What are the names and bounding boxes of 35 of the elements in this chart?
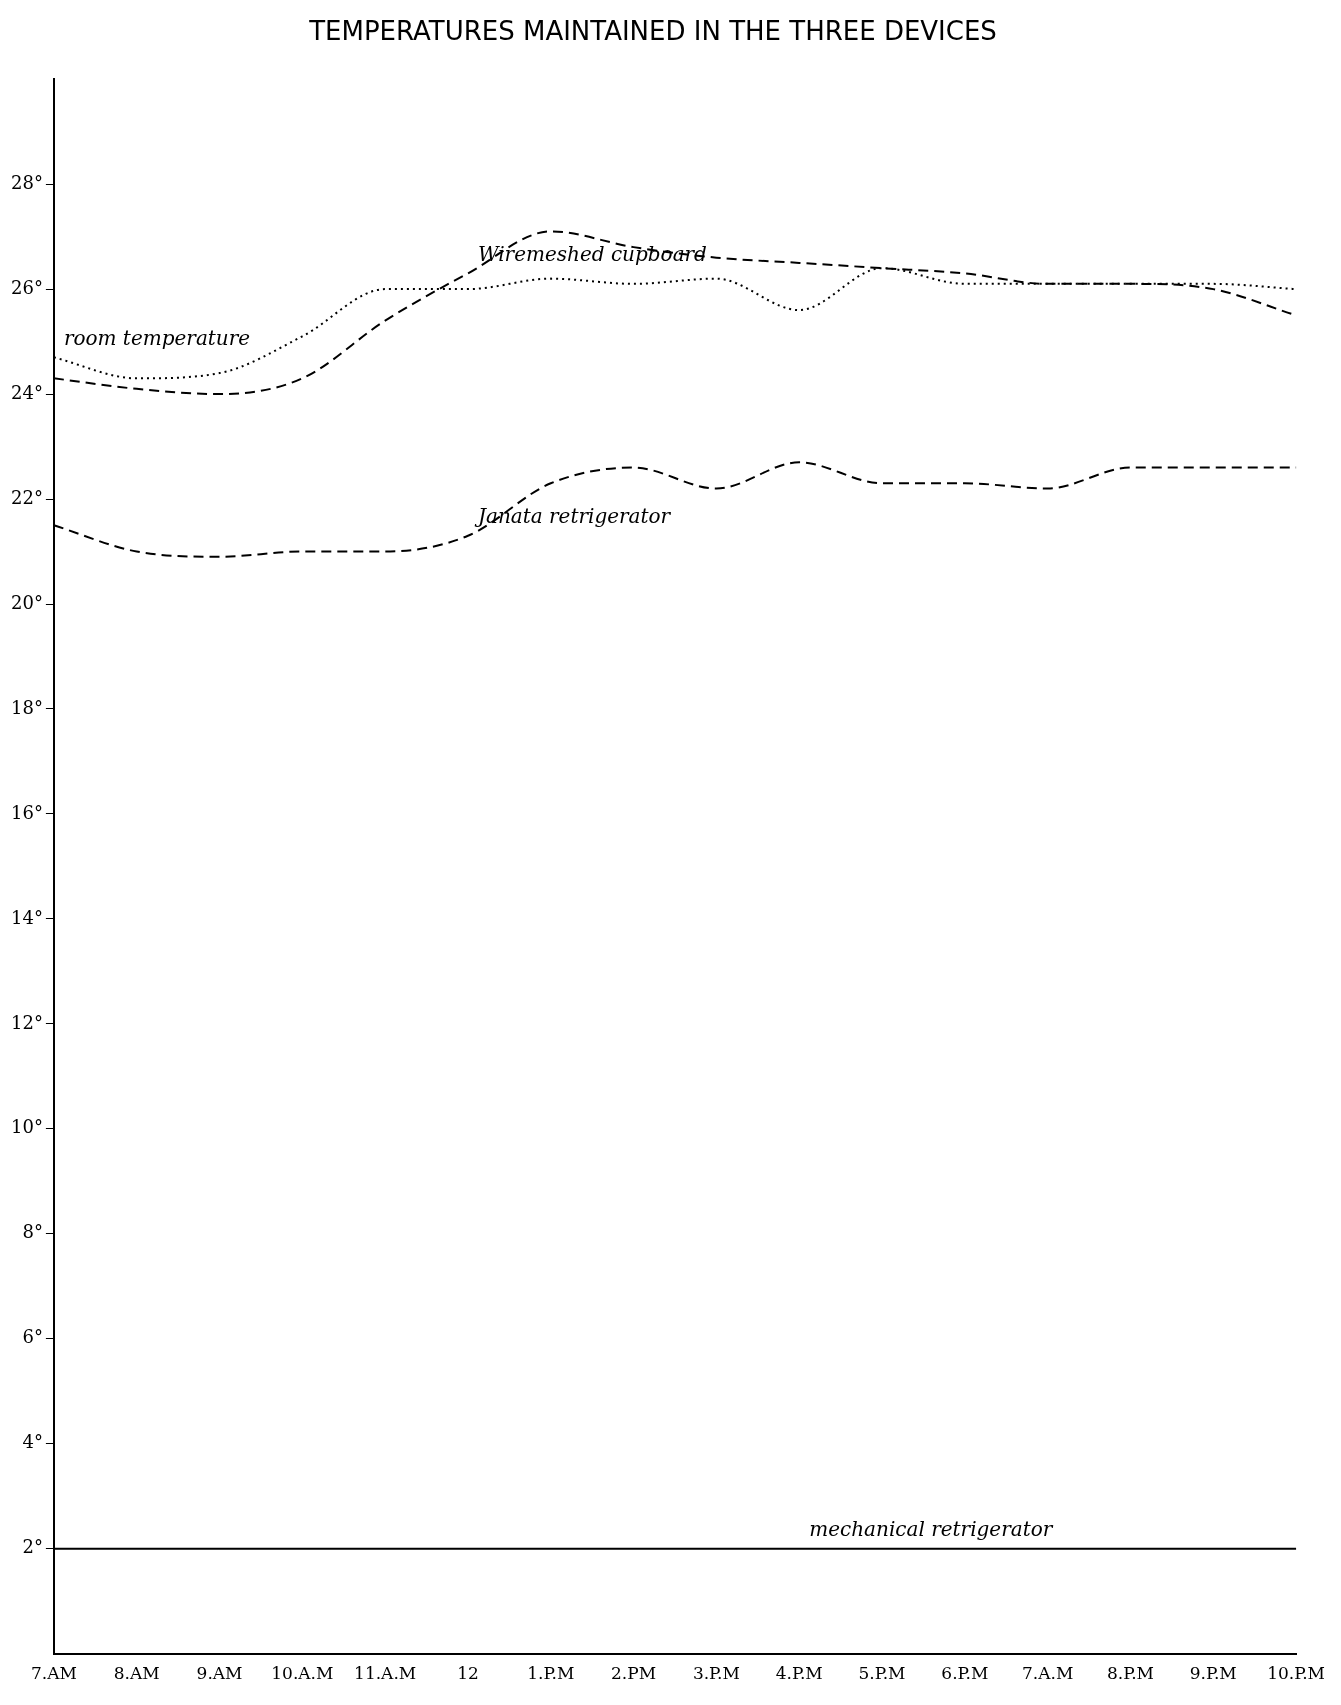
series-label: room temperature — [63, 325, 251, 350]
y-tick-label: 4° — [22, 1431, 43, 1453]
y-tick-label: 26° — [11, 276, 43, 298]
y-tick-label: 14° — [11, 906, 43, 928]
x-tick-label: 4.P.M — [775, 1663, 823, 1684]
series-label: mechanical retrigerator — [809, 1516, 1054, 1541]
x-tick-label: 10.P.M — [1267, 1663, 1325, 1684]
series-label: Janata retrigerator — [473, 503, 672, 528]
y-tick-label: 18° — [11, 696, 43, 718]
y-tick-label: 6° — [22, 1326, 43, 1348]
x-tick-label: 10.A.M — [271, 1663, 334, 1684]
x-tick-label: 11.A.M — [354, 1663, 417, 1684]
x-tick-label: 12 — [457, 1663, 479, 1684]
x-tick-label: 9.AM — [196, 1663, 243, 1684]
x-tick-label: 7.AM — [30, 1663, 77, 1684]
y-tick-label: 24° — [11, 381, 43, 403]
x-tick-label: 8.P.M — [1106, 1663, 1154, 1684]
x-tick-label: 5.P.M — [858, 1663, 906, 1684]
series-label: Wiremeshed cupboard — [477, 241, 707, 266]
y-tick-label: 10° — [11, 1116, 43, 1138]
y-tick-label: 28° — [11, 171, 43, 193]
y-tick-label: 16° — [11, 801, 43, 823]
x-tick-label: 9.P.M — [1189, 1663, 1237, 1684]
x-tick-label: 6.P.M — [941, 1663, 989, 1684]
y-tick-label: 2° — [22, 1536, 43, 1558]
x-tick-label: 7.A.M — [1021, 1663, 1074, 1684]
y-tick-label: 8° — [22, 1221, 43, 1243]
y-tick-label: 22° — [11, 486, 43, 508]
x-tick-label: 2.PM — [611, 1663, 657, 1684]
y-tick-label: 20° — [11, 591, 43, 613]
y-tick-label: 12° — [11, 1011, 43, 1033]
x-tick-label: 3.P.M — [692, 1663, 740, 1684]
chart-title: TEMPERATURES MAINTAINED IN THE THREE DEVICES — [308, 16, 997, 47]
x-tick-label: 1.P.M — [527, 1663, 575, 1684]
x-tick-label: 8.AM — [113, 1663, 160, 1684]
